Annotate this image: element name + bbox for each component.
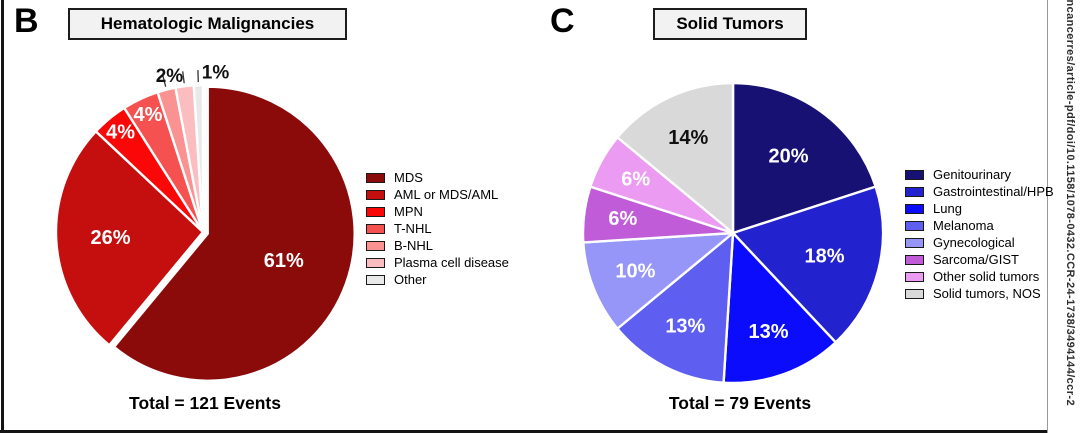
slice-label: 18% — [805, 246, 845, 268]
legend-label: Sarcoma/GIST — [933, 252, 1019, 267]
slice-label: 13% — [665, 316, 705, 338]
legend-swatch — [366, 189, 385, 200]
legend-label: MPN — [394, 204, 423, 219]
legend-swatch — [366, 257, 385, 268]
legend-swatch — [905, 271, 924, 282]
legend-label: Plasma cell disease — [394, 255, 509, 270]
watermark-text: incancerres/article-pdf/doi/10.1158/1078… — [1064, 0, 1076, 406]
legend-label: Lung — [933, 201, 962, 216]
legend-item: MPN — [366, 203, 509, 220]
legend-label: Melanoma — [933, 218, 994, 233]
legend-item: AML or MDS/AML — [366, 186, 509, 203]
pie-slice — [112, 85, 356, 382]
legend-item: Other solid tumors — [905, 268, 1054, 285]
slice-label: 13% — [749, 321, 789, 343]
legend-item: Melanoma — [905, 217, 1054, 234]
slice-label: 4% — [106, 121, 135, 143]
legend-label: T-NHL — [394, 221, 432, 236]
pie-slice — [54, 129, 205, 347]
slice-label: 2% — [156, 66, 184, 87]
legend-label: Gynecological — [933, 235, 1015, 250]
slice-label: 1% — [202, 63, 230, 84]
pie-slice — [730, 185, 885, 345]
legend-label: Gastrointestinal/HPB — [933, 184, 1054, 199]
pie-slice — [582, 231, 737, 331]
legend-item: Genitourinary — [905, 166, 1054, 183]
legend-label: Other — [394, 272, 427, 287]
legend-item: T-NHL — [366, 220, 509, 237]
legend-swatch — [905, 203, 924, 214]
legend-item: Gastrointestinal/HPB — [905, 183, 1054, 200]
figure-border-left — [1, 0, 4, 433]
legend-item: Plasma cell disease — [366, 254, 509, 271]
legend-hematologic: MDS AML or MDS/AML MPN T-NHL B-NHL Plasma cel… — [366, 169, 509, 288]
legend-swatch — [366, 172, 385, 183]
legend-solid-tumors: Genitourinary Gastrointestinal/HPB Lung Mel… — [905, 166, 1054, 302]
slice-label: 6% — [621, 169, 650, 191]
legend-label: Other solid tumors — [933, 269, 1040, 284]
legend-swatch — [366, 240, 385, 251]
legend-item: Lung — [905, 200, 1054, 217]
right-separator-line — [1047, 0, 1048, 433]
figure-border-bottom — [0, 430, 1047, 433]
label-leader-line — [162, 74, 167, 87]
total-label-solid-tumors: Total = 79 Events — [668, 393, 812, 413]
legend-swatch — [905, 186, 924, 197]
legend-swatch — [366, 206, 385, 217]
legend-label: AML or MDS/AML — [394, 187, 499, 202]
legend-swatch — [905, 237, 924, 248]
slice-label: 14% — [668, 127, 708, 149]
legend-label: MDS — [394, 170, 423, 185]
panel-title-solid-tumors: Solid Tumors — [653, 8, 807, 40]
legend-swatch — [905, 254, 924, 265]
legend-swatch — [905, 220, 924, 231]
legend-item: Gynecological — [905, 234, 1054, 251]
slice-label: 26% — [91, 227, 131, 249]
label-leader-line — [182, 71, 185, 84]
legend-item: Sarcoma/GIST — [905, 251, 1054, 268]
legend-label: Genitourinary — [933, 167, 1012, 182]
legend-label: Solid tumors, NOS — [933, 286, 1041, 301]
pie-chart-hematologic: 61% 26% 4%4% 2% 1% — [54, 63, 356, 382]
slice-label: 61% — [264, 250, 304, 272]
slice-label: 20% — [769, 146, 809, 168]
slice-label: 4% — [133, 104, 162, 126]
legend-swatch — [905, 288, 924, 299]
legend-item: B-NHL — [366, 237, 509, 254]
pie-slice — [192, 83, 205, 233]
pie-slice — [722, 230, 838, 385]
pie-slice — [615, 230, 735, 384]
slice-label: 6% — [608, 208, 637, 230]
panel-letter-b: B — [14, 2, 39, 40]
legend-item: Solid tumors, NOS — [905, 285, 1054, 302]
pie-slice — [731, 81, 878, 235]
panel-title-hematologic: Hematologic Malignancies — [68, 8, 347, 40]
slice-label: 10% — [615, 261, 655, 283]
pie-slice — [615, 81, 735, 236]
pie-chart-solid-tumors: 20% 18% 13% 13% 10% 6% 6% 14% — [581, 81, 885, 385]
legend-item: MDS — [366, 169, 509, 186]
total-label-hematologic: Total = 121 Events — [129, 393, 281, 413]
legend-swatch — [366, 223, 385, 234]
legend-swatch — [905, 169, 924, 180]
legend-swatch — [366, 274, 385, 285]
panel-letter-c: C — [550, 2, 575, 40]
legend-item: Other — [366, 271, 509, 288]
legend-label: B-NHL — [394, 238, 434, 253]
